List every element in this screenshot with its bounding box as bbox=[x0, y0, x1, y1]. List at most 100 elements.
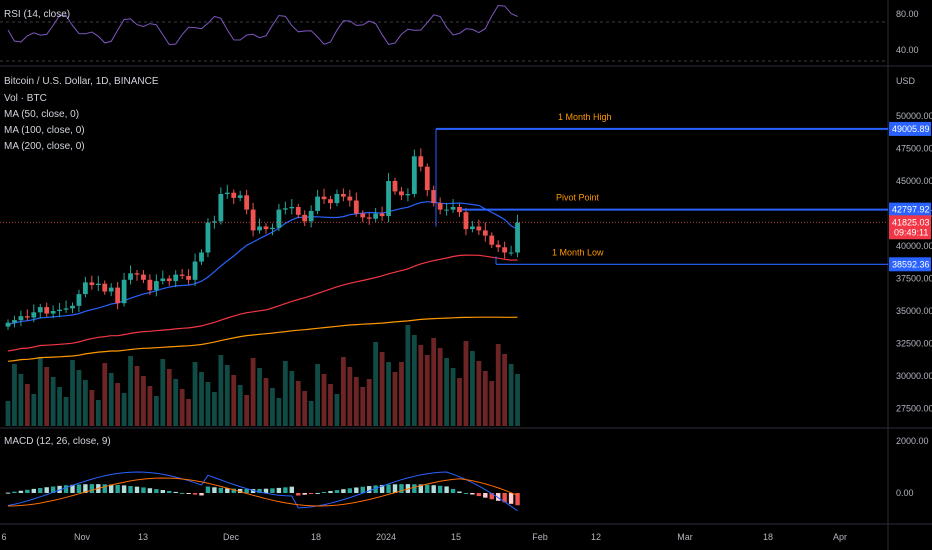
volume-bar bbox=[418, 345, 424, 426]
macd-histogram-bar bbox=[418, 484, 423, 493]
price-tick: 47500.00 bbox=[896, 144, 932, 154]
candle-body bbox=[5, 322, 11, 327]
level-price-text: 38592.36 bbox=[892, 259, 930, 269]
candle-body bbox=[289, 207, 295, 209]
time-tick: Nov bbox=[74, 532, 91, 542]
candle-body bbox=[366, 217, 372, 219]
price-tick: 45000.00 bbox=[896, 176, 932, 186]
volume-bar bbox=[386, 362, 391, 426]
volume-bar bbox=[328, 384, 333, 426]
volume-bar bbox=[289, 371, 295, 426]
price-tick: 50000.00 bbox=[896, 111, 932, 121]
macd-histogram-bar bbox=[257, 488, 262, 493]
macd-histogram-bar bbox=[192, 493, 198, 495]
volume-bar bbox=[470, 351, 475, 426]
indicator-volume: Vol · BTC bbox=[4, 93, 47, 104]
candle-body bbox=[83, 282, 88, 295]
rsi-tick-40: 40.00 bbox=[896, 45, 919, 55]
candle-body bbox=[450, 207, 456, 210]
volume-bar bbox=[37, 357, 43, 426]
rsi-label: RSI (14, close) bbox=[4, 9, 71, 20]
volume-bar bbox=[302, 391, 308, 426]
volume-bar bbox=[24, 384, 30, 426]
volume-bar bbox=[160, 359, 166, 426]
macd-histogram-bar bbox=[57, 485, 62, 493]
volume-bar bbox=[179, 389, 185, 426]
candle-body bbox=[128, 273, 133, 280]
macd-histogram-bar bbox=[489, 493, 494, 500]
volume-bar bbox=[373, 342, 379, 426]
volume-bar bbox=[186, 399, 191, 426]
candle-body bbox=[166, 278, 172, 282]
volume-bar bbox=[399, 362, 404, 426]
macd-histogram-bar bbox=[50, 486, 56, 493]
candle-body bbox=[470, 226, 475, 230]
volume-bar bbox=[463, 341, 469, 426]
macd-histogram-bar bbox=[263, 488, 269, 493]
volume-bar bbox=[308, 401, 314, 426]
macd-histogram-bar bbox=[328, 491, 333, 493]
time-tick: 18 bbox=[311, 532, 321, 542]
level-price-text: 49005.89 bbox=[892, 124, 930, 134]
candle-body bbox=[392, 181, 398, 192]
volume-bar bbox=[482, 371, 488, 426]
candle-body bbox=[482, 230, 488, 236]
candle-body bbox=[386, 181, 391, 217]
volume-bar bbox=[18, 374, 24, 426]
volume-bar bbox=[121, 393, 127, 426]
time-tick: 13 bbox=[138, 532, 148, 542]
macd-histogram-bar bbox=[315, 492, 320, 494]
time-tick: Feb bbox=[532, 532, 548, 542]
volume-bar bbox=[360, 387, 366, 426]
candle-body bbox=[179, 274, 185, 276]
candle-body bbox=[476, 226, 482, 231]
candle-body bbox=[18, 316, 24, 321]
time-tick: 12 bbox=[591, 532, 601, 542]
macd-histogram-bar bbox=[5, 492, 11, 494]
macd-histogram-bar bbox=[128, 485, 133, 493]
volume-bar bbox=[282, 361, 288, 426]
macd-tick-0: 0.00 bbox=[896, 488, 914, 498]
macd-tick-2000: 2000.00 bbox=[896, 436, 929, 446]
macd-histogram-bar bbox=[399, 484, 404, 493]
time-tick: Dec bbox=[223, 532, 240, 542]
level-label: 1 Month Low bbox=[552, 247, 604, 257]
macd-histogram-bar bbox=[44, 487, 49, 493]
macd-histogram-bar bbox=[360, 486, 365, 493]
price-tick: 35000.00 bbox=[896, 306, 932, 316]
macd-histogram-bar bbox=[412, 484, 417, 493]
candle-body bbox=[44, 307, 50, 314]
candle-body bbox=[147, 279, 153, 291]
macd-histogram-bar bbox=[508, 493, 514, 504]
macd-histogram-bar bbox=[450, 488, 456, 493]
price-tick: 27500.00 bbox=[896, 404, 932, 414]
currency-button[interactable]: USD bbox=[896, 76, 916, 86]
macd-histogram-bar bbox=[147, 488, 153, 493]
candle-body bbox=[186, 275, 191, 280]
macd-histogram-bar bbox=[186, 493, 191, 494]
volume-bar bbox=[224, 365, 230, 426]
volume-bar bbox=[44, 367, 50, 426]
macd-histogram-bar bbox=[250, 489, 256, 493]
price-tick: 40000.00 bbox=[896, 241, 932, 251]
volume-bar bbox=[347, 367, 353, 426]
signal-line bbox=[7, 477, 518, 507]
volume-bar bbox=[70, 360, 75, 426]
macd-histogram-bar bbox=[231, 488, 236, 493]
macd-histogram-bar bbox=[154, 489, 159, 493]
candle-body bbox=[328, 199, 333, 204]
candle-body bbox=[134, 273, 140, 275]
candle-body bbox=[463, 212, 469, 230]
macd-histogram-bar bbox=[225, 488, 230, 493]
candle-body bbox=[257, 226, 262, 231]
volume-bar bbox=[237, 385, 243, 426]
macd-histogram-bar bbox=[386, 484, 391, 493]
volume-bar bbox=[63, 397, 69, 426]
candle-body bbox=[295, 207, 301, 215]
last-price-value: 41825.03 bbox=[892, 217, 930, 227]
volume-bar bbox=[95, 400, 101, 426]
volume-bar bbox=[218, 355, 224, 426]
candle-body bbox=[437, 203, 443, 210]
volume-bar bbox=[199, 372, 204, 426]
candle-body bbox=[315, 196, 320, 211]
